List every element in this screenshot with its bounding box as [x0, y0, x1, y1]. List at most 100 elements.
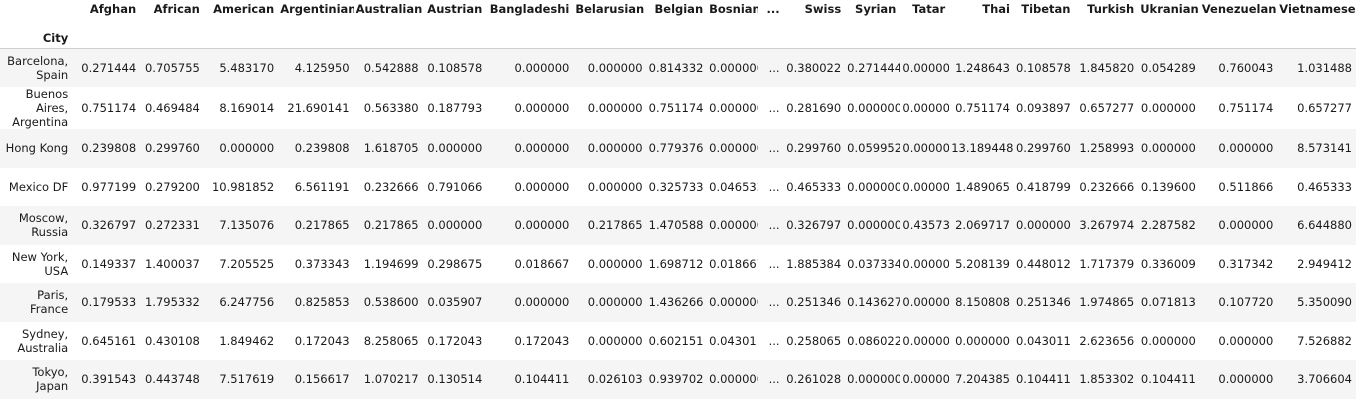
table-cell: 0.00000	[902, 61, 950, 75]
table-cell-ellipsis: ...	[768, 372, 780, 387]
table-cell-ellipsis: ...	[768, 256, 780, 271]
index-name-spacer	[900, 28, 949, 49]
table-cell: 0.000000	[587, 141, 643, 156]
table-cell: 7.135076	[219, 218, 275, 233]
table-cell: 0.325733	[648, 179, 704, 194]
table-cell: 0.251346	[786, 295, 842, 310]
table-cell-ellipsis: ...	[768, 101, 780, 115]
table-cell: 0.000000	[587, 61, 643, 75]
table-cell: 0.538600	[363, 295, 419, 310]
column-header-ellipsis: ...	[766, 2, 780, 16]
table-cell: 0.000000	[1140, 333, 1196, 348]
table-cell: 0.00000	[902, 101, 950, 115]
index-name-spacer	[845, 28, 900, 49]
table-cell: 7.517619	[219, 372, 275, 387]
table-cell: 1.717379	[1079, 256, 1135, 271]
column-header-tibetan: Tibetan	[1021, 2, 1071, 16]
table-cell: 0.000000	[587, 101, 643, 115]
table-row: Mexico DF 0.977199 0.279200 10.981852 6.5611…	[0, 168, 1356, 207]
table-cell: 8.169014	[219, 101, 275, 115]
table-cell: 0.00000	[902, 333, 950, 348]
table-cell: 0.281690	[786, 101, 842, 115]
table-cell: 0.035907	[427, 295, 483, 310]
table-cell: 0.00000	[902, 256, 950, 271]
table-cell: 8.258065	[363, 333, 419, 348]
index-name-spacer	[72, 28, 140, 49]
table-cell: 1.194699	[363, 256, 419, 271]
column-header-vietnamese: Vietnamese	[1279, 2, 1356, 16]
table-cell: 0.000000	[1140, 141, 1196, 156]
table-cell: 0.299760	[786, 141, 842, 156]
table-cell: 0.751174	[81, 101, 137, 115]
table-cell: 0.018667	[514, 256, 570, 271]
table-cell: 0.000000	[587, 179, 643, 194]
table-cell-ellipsis: ...	[768, 141, 780, 156]
table-cell: 0.261028	[786, 372, 842, 387]
index-name-spacer	[354, 28, 423, 49]
table-cell: 0.317342	[1218, 256, 1274, 271]
table-header: Afghan African American Argentinian Australi…	[0, 0, 1356, 49]
table-cell: 7.526882	[1297, 333, 1352, 348]
table-cell: 2.623656	[1079, 333, 1135, 348]
table-row: Buenos Aires, Argentina 0.751174 0.469484 8…	[0, 87, 1356, 129]
table-cell: 0.000000	[514, 295, 570, 310]
column-header-african: African	[153, 2, 200, 16]
index-name-spacer	[707, 28, 758, 49]
table-cell: 0.059952	[847, 141, 901, 156]
index-name-spacer	[647, 28, 708, 49]
table-cell-ellipsis: ...	[768, 295, 780, 310]
table-cell: 8.573141	[1297, 141, 1352, 156]
row-label-city: Tokyo, Japan	[32, 365, 69, 394]
column-header-argentinian: Argentinian	[280, 2, 354, 16]
table-cell: 1.070217	[363, 372, 419, 387]
table-cell: 1.845820	[1079, 61, 1135, 75]
table-cell: 0.563380	[363, 101, 419, 115]
table-cell: 6.247756	[219, 295, 275, 310]
index-name-spacer	[204, 28, 278, 49]
table-cell: 0.000000	[427, 218, 483, 233]
table-cell: 21.690141	[287, 101, 350, 115]
table-cell: 0.093897	[1015, 101, 1071, 115]
table-cell: 0.000000	[847, 179, 901, 194]
column-header-ukranian: Ukranian	[1140, 2, 1199, 16]
table-cell: 0.000000	[587, 256, 643, 271]
table-cell: 0.760043	[1218, 61, 1274, 75]
table-cell: 0.465333	[786, 179, 842, 194]
table-cell: 1.849462	[219, 333, 275, 348]
table-cell: 0.000000	[427, 141, 483, 156]
table-cell: 0.149337	[81, 256, 137, 271]
table-cell: 5.483170	[219, 61, 275, 75]
index-corner-cell	[0, 0, 72, 28]
table-cell: 7.204385	[955, 372, 1010, 387]
table-cell: 0.00000	[902, 179, 950, 194]
index-name-spacer	[1014, 28, 1075, 49]
table-cell: 0.271444	[81, 61, 137, 75]
table-cell: 0.43573	[902, 218, 950, 233]
table-cell: 0.000000	[709, 141, 758, 156]
column-header-thai: Thai	[982, 2, 1010, 16]
table-cell: 0.239808	[294, 141, 350, 156]
row-label-city: Hong Kong	[5, 141, 69, 156]
table-row: Paris, France 0.179533 1.795332 6.247756 0.8…	[0, 283, 1356, 322]
table-cell: 0.232666	[1079, 179, 1135, 194]
index-name-row: City	[0, 28, 1356, 49]
table-cell: 0.037334	[847, 256, 901, 271]
table-cell: 1.258993	[1079, 141, 1135, 156]
column-header-belgian: Belgian	[654, 2, 704, 16]
table-cell: 0.043011	[709, 333, 758, 348]
table-cell: 0.217865	[363, 218, 419, 233]
column-header-row: Afghan African American Argentinian Australi…	[0, 0, 1356, 28]
column-header-australian: Australian	[355, 2, 423, 16]
table-cell: 0.086022	[847, 333, 901, 348]
index-name-spacer	[278, 28, 353, 49]
index-name-spacer	[784, 28, 846, 49]
table-cell: 0.465333	[1297, 179, 1352, 194]
table-cell: 0.000000	[587, 295, 643, 310]
column-header-swiss: Swiss	[804, 2, 842, 16]
table-cell: 0.000000	[514, 61, 570, 75]
table-cell: 1.470588	[648, 218, 704, 233]
table-cell: 0.018667	[709, 256, 758, 271]
column-header-bosnian: Bosnian	[709, 2, 759, 16]
table-cell: 0.298675	[427, 256, 483, 271]
table-cell: 6.561191	[294, 179, 350, 194]
